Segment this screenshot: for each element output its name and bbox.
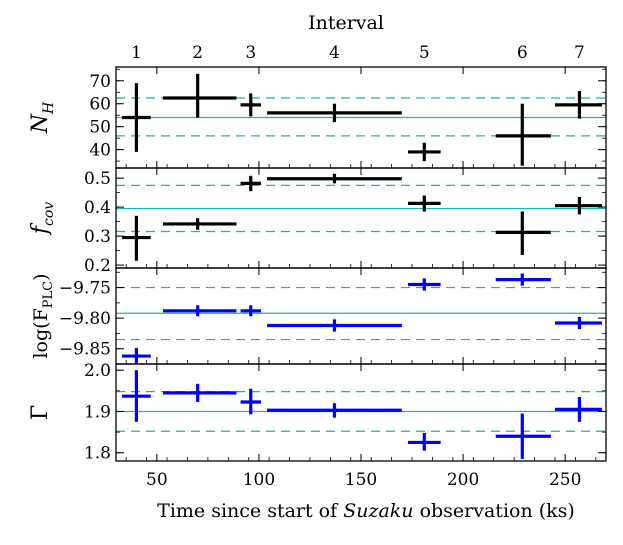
fcov-data-point-5 [407, 195, 441, 212]
interval-label-1: 1 [131, 43, 142, 63]
interval-label-7: 7 [574, 43, 585, 63]
x-axis-label: Time since start of Suzaku observation (… [157, 500, 575, 522]
fcov-data-point-2 [162, 218, 237, 230]
nh-ytick-label-4: 70 [89, 72, 111, 92]
nh-data-point-4 [267, 103, 402, 123]
ticks-layer [116, 67, 606, 461]
xtick-label-4: 200 [447, 470, 479, 490]
fcov-data-point-6 [495, 211, 551, 255]
data-points-layer [122, 73, 602, 459]
nh-ytick-label-2: 50 [89, 118, 111, 138]
gamma-data-point-6 [495, 413, 551, 459]
xtick-label-5: 250 [549, 470, 581, 490]
nh-ytick-label-3: 60 [89, 95, 111, 115]
fcov-ytick-label-3: 0.4 [84, 198, 111, 218]
logf-data-point-5 [407, 278, 441, 291]
logf-ytick-label-2: −9.80 [59, 309, 111, 329]
xtick-label-3: 150 [345, 470, 377, 490]
fcov-data-point-3 [240, 175, 261, 192]
logf-y-axis-label: log(FPLC) [30, 273, 56, 358]
logf-ytick-label-1: −9.85 [59, 340, 111, 360]
fcov-panel-frame [115, 167, 607, 269]
interval-label-5: 5 [419, 43, 430, 63]
nh-data-point-1 [122, 83, 151, 152]
fcov-ytick-label-4: 0.5 [84, 169, 111, 189]
fcov-data-point-4 [267, 173, 402, 184]
logf-data-point-1 [122, 348, 151, 364]
gamma-data-point-7 [554, 397, 602, 422]
x-axis-label-post: observation (ks) [414, 500, 575, 522]
gamma-data-point-3 [240, 388, 261, 415]
gamma-panel-frame [115, 363, 607, 462]
gamma-data-point-1 [122, 370, 151, 422]
fcov-ytick-label-1: 0.2 [84, 256, 111, 276]
nh-data-point-2 [162, 73, 237, 118]
xtick-label-2: 100 [243, 470, 275, 490]
logf-data-point-4 [267, 319, 402, 332]
nh-data-point-5 [407, 142, 441, 162]
gamma-ytick-label-3: 2.0 [84, 361, 111, 381]
logf-data-point-7 [554, 316, 602, 330]
gamma-data-point-5 [407, 432, 441, 451]
gamma-data-point-4 [267, 403, 402, 418]
nh-data-point-6 [495, 103, 551, 166]
xtick-label-1: 50 [146, 470, 168, 490]
gamma-ytick-label-2: 1.9 [84, 402, 111, 422]
gamma-data-point-2 [162, 383, 237, 402]
logf-data-point-2 [162, 305, 237, 317]
nh-data-point-3 [240, 93, 261, 117]
logf-ytick-label-3: −9.75 [59, 279, 111, 299]
logf-panel-frame [115, 267, 607, 365]
labels-layer: 40 50 60 70 NH 0.2 0.3 0.4 0.5 fcov −9.85 −9.80 −9.7… [28, 43, 585, 490]
x-axis-label-pre: Time since start of [157, 500, 343, 522]
gamma-y-axis-label: Γ [28, 405, 53, 420]
x-axis-label-em: Suzaku [343, 500, 413, 522]
interval-label-3: 3 [245, 43, 256, 63]
nh-data-point-7 [554, 91, 602, 119]
fcov-data-point-7 [554, 196, 602, 215]
interval-label-4: 4 [329, 43, 340, 63]
fcov-ytick-label-2: 0.3 [84, 227, 111, 247]
logf-data-point-3 [240, 305, 261, 317]
logf-data-point-6 [495, 273, 551, 286]
fcov-data-point-1 [122, 215, 151, 261]
interval-label-6: 6 [517, 43, 528, 63]
nh-ytick-label-1: 40 [89, 141, 111, 161]
interval-label-2: 2 [192, 43, 203, 63]
fcov-y-axis-label: fcov [28, 202, 57, 236]
nh-y-axis-label: NH [28, 101, 57, 134]
gamma-ytick-label-1: 1.8 [84, 444, 111, 464]
interval-axis-title: Interval [308, 12, 384, 34]
